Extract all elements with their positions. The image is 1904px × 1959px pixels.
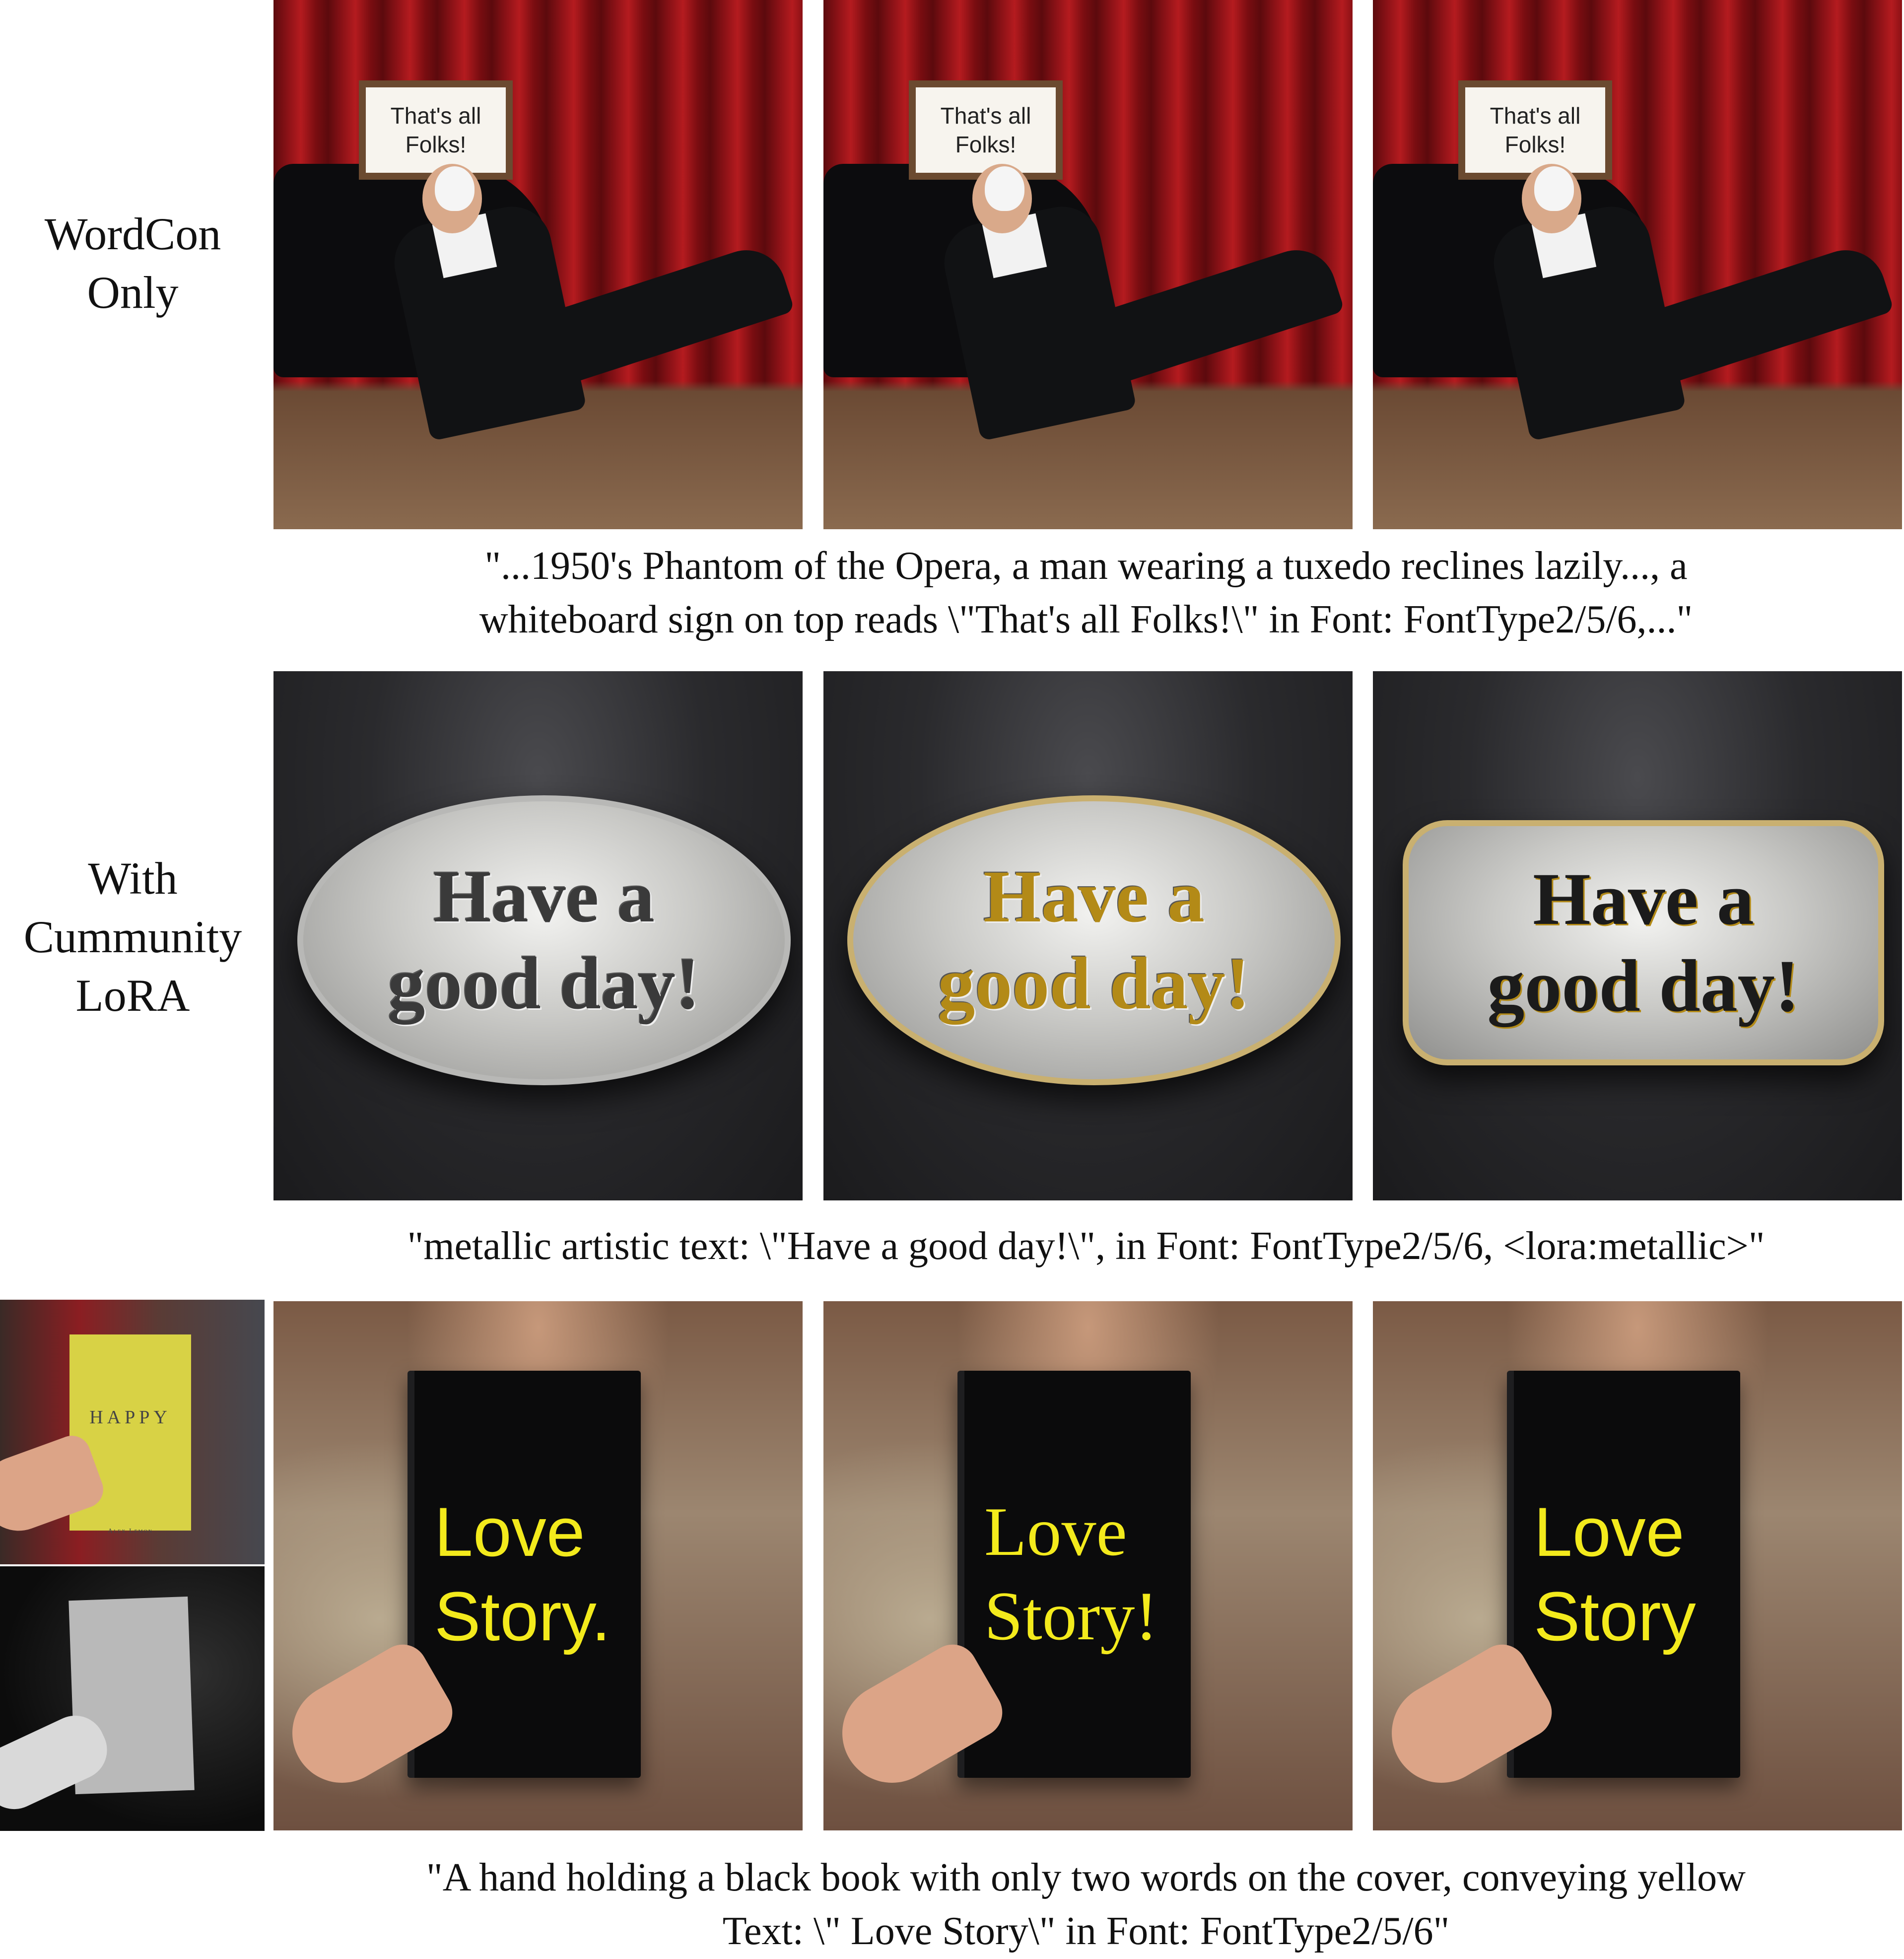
book-image-1: Love Story. (273, 1301, 803, 1830)
caption-row-1: "...1950's Phantom of the Opera, a man w… (479, 544, 1693, 641)
reference-photo: HAPPY Alex Lemon (0, 1300, 265, 1564)
whiteboard-sign: That's all Folks! (1458, 80, 1612, 180)
metal-image-2: Have a good day! (823, 671, 1353, 1200)
whiteboard-sign: That's all Folks! (359, 80, 513, 180)
reference-depth-map (0, 1566, 265, 1831)
metal-image-1: Have a good day! (273, 671, 803, 1200)
caption-row-3: "A hand holding a black book with only t… (426, 1856, 1746, 1953)
metal-image-3: Have a good day! (1373, 671, 1902, 1200)
opera-image-3: That's all Folks! (1373, 0, 1902, 529)
row-label-wordcon: WordCon Only (0, 205, 266, 322)
row-label-line: Cummunity (23, 911, 242, 962)
row-label-line: Only (87, 267, 179, 318)
row-label-line: LoRA (75, 970, 190, 1021)
metal-plaque: Have a good day! (847, 795, 1341, 1085)
row-label-lora: With Cummunity LoRA (0, 849, 266, 1025)
metal-plaque: Have a good day! (1403, 820, 1884, 1065)
black-book: Love Story (1507, 1371, 1740, 1778)
row-label-line: WordCon (44, 209, 221, 259)
row-label-line: With (88, 853, 178, 904)
opera-image-2: That's all Folks! (823, 0, 1353, 529)
caption-row-2: "metallic artistic text: \"Have a good d… (407, 1224, 1765, 1268)
whiteboard-sign: That's all Folks! (909, 80, 1063, 180)
opera-image-1: That's all Folks! (273, 0, 803, 529)
book-image-2: Love Story! (823, 1301, 1353, 1830)
book-image-3: Love Story (1373, 1301, 1902, 1830)
metal-plaque: Have a good day! (297, 795, 791, 1085)
